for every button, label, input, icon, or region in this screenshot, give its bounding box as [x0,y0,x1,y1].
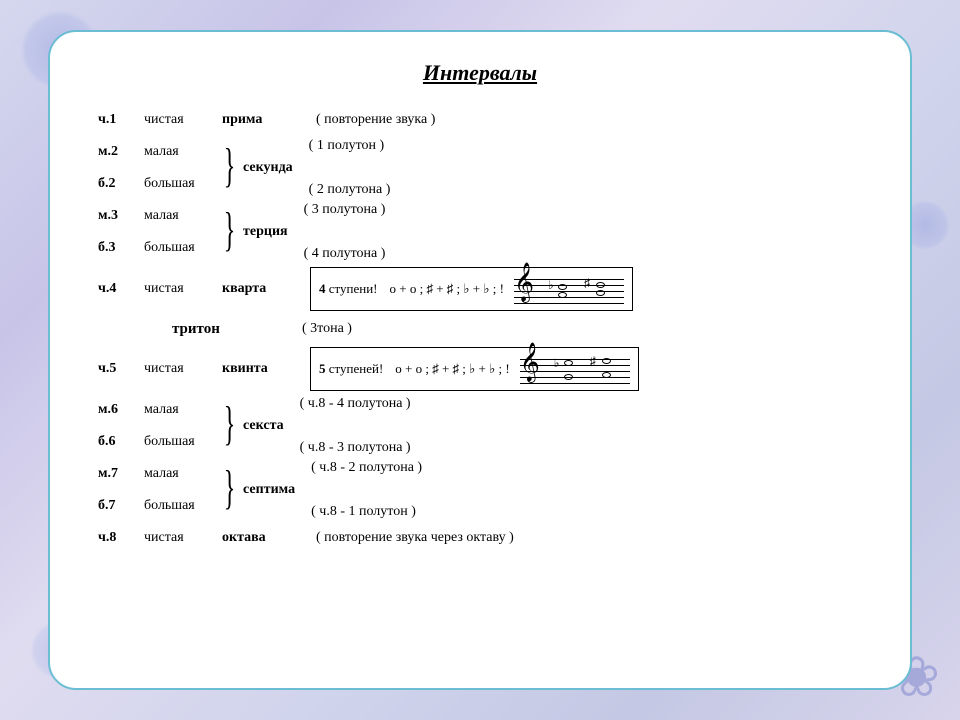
brace-icon: } [224,407,236,441]
quality: большая [144,434,222,450]
description: ( ч.8 - 2 полутона ) [311,460,422,476]
description: ( 2 полутона ) [309,182,391,198]
row-oktava: ч.8 чистая октава ( повторение звука чер… [98,522,862,554]
row-b3: б.3 большая [98,232,222,264]
description: ( 4 полутона ) [304,246,386,262]
interval-name: квинта [222,361,306,377]
abbr: б.6 [98,434,144,450]
row-m3: м.3 малая [98,200,222,232]
description: ( ч.8 - 3 полутона ) [300,440,411,456]
treble-clef-icon: 𝄞 [520,346,540,380]
abbr: м.3 [98,208,144,224]
music-staff-icon: 𝄞 ♭ ♯ [514,272,624,306]
quality: большая [144,240,222,256]
quality: большая [144,176,222,192]
notation-formula: o + o ; ♯ + ♯ ; ♭ + ♭ ; ! [395,361,509,377]
row-kvarta: ч.4 чистая кварта 4 ступени! o + o ; ♯ +… [98,264,862,314]
abbr: ч.4 [98,281,144,297]
abbr: м.6 [98,402,144,418]
pair-sekunda: м.2 малая б.2 большая } секунда ( 1 полу… [98,136,862,200]
abbr: ч.1 [98,112,144,128]
abbr: м.2 [98,144,144,160]
content-card: Интервалы ч.1 чистая прима ( повторение … [48,30,912,690]
treble-clef-icon: 𝄞 [514,266,534,300]
description: ( 3тона ) [302,321,352,337]
interval-name: прима [222,112,306,128]
abbr: м.7 [98,466,144,482]
abbr: б.3 [98,240,144,256]
quality: малая [144,466,222,482]
description: ( повторение звука ) [316,112,435,128]
row-m7: м.7 малая [98,458,222,490]
brace-icon: } [224,149,236,183]
steps-label: 4 ступени! [319,281,378,297]
notation-box-kvinta: 5 ступеней! o + o ; ♯ + ♯ ; ♭ + ♭ ; ! 𝄞 … [310,347,639,391]
interval-name: кварта [222,281,306,297]
notation-box-kvarta: 4 ступени! o + o ; ♯ + ♯ ; ♭ + ♭ ; ! 𝄞 ♭… [310,267,633,311]
notation-formula: o + o ; ♯ + ♯ ; ♭ + ♭ ; ! [390,281,504,297]
interval-name: секунда [243,160,293,176]
row-triton: тритон ( 3тона ) [98,314,862,344]
quality: чистая [144,112,222,128]
quality: чистая [144,281,222,297]
quality: малая [144,208,222,224]
description: ( 1 полутон ) [309,138,391,154]
brace-icon: } [224,213,236,247]
quality: чистая [144,361,222,377]
quality: малая [144,144,222,160]
interval-name: тритон [172,321,292,338]
row-b2: б.2 большая [98,168,222,200]
pair-seksta: м.6 малая б.6 большая } секста ( ч.8 - 4… [98,394,862,458]
interval-name: октава [222,530,306,546]
row-kvinta: ч.5 чистая квинта 5 ступеней! o + o ; ♯ … [98,344,862,394]
abbr: б.2 [98,176,144,192]
quality: чистая [144,530,222,546]
steps-label: 5 ступеней! [319,361,383,377]
row-m2: м.2 малая [98,136,222,168]
row-m6: м.6 малая [98,394,222,426]
description: ( ч.8 - 4 полутона ) [300,396,411,412]
abbr: ч.8 [98,530,144,546]
interval-name: септима [243,482,295,498]
brace-icon: } [224,471,236,505]
interval-name: терция [243,224,288,240]
abbr: б.7 [98,498,144,514]
row-b6: б.6 большая [98,426,222,458]
pair-septima: м.7 малая б.7 большая } септима ( ч.8 - … [98,458,862,522]
description: ( 3 полутона ) [304,202,386,218]
page-title: Интервалы [98,60,862,86]
description: ( ч.8 - 1 полутон ) [311,504,422,520]
row-b7: б.7 большая [98,490,222,522]
row-prima: ч.1 чистая прима ( повторение звука ) [98,104,862,136]
description: ( повторение звука через октаву ) [316,530,514,546]
pair-tertsiya: м.3 малая б.3 большая } терция ( 3 полут… [98,200,862,264]
abbr: ч.5 [98,361,144,377]
quality: малая [144,402,222,418]
quality: большая [144,498,222,514]
music-staff-icon: 𝄞 ♭ ♯ [520,352,630,386]
interval-name: секста [243,418,284,434]
